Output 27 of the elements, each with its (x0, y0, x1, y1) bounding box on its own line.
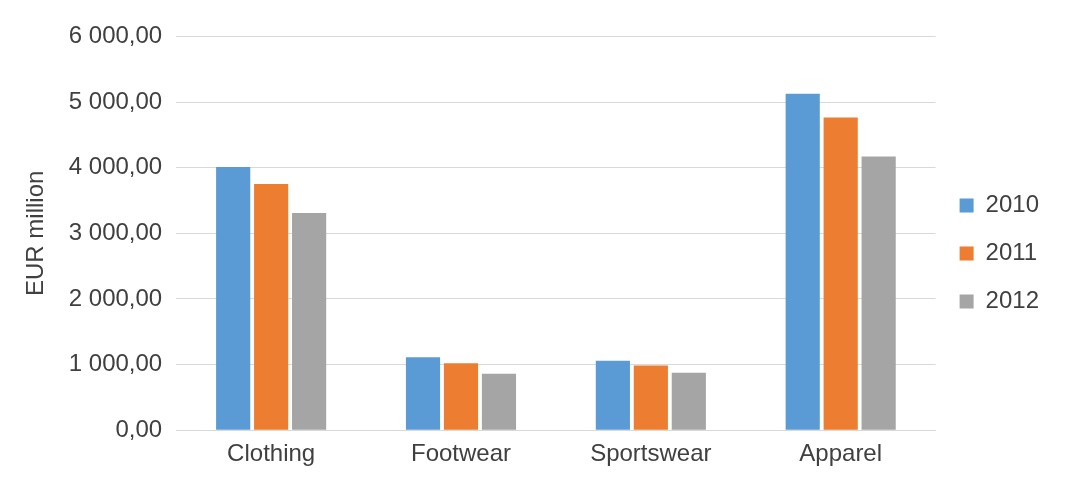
bar (481, 373, 517, 430)
bar (785, 93, 820, 430)
y-tick-label: 0,00 (115, 414, 163, 442)
y-tick-label: 6 000,00 (68, 21, 163, 49)
x-tick-label: Footwear (410, 439, 512, 467)
bar (216, 167, 251, 430)
y-tick-label: 5 000,00 (68, 86, 163, 114)
x-tick-label: Sportswear (590, 439, 712, 467)
x-tick-label: Clothing (227, 439, 316, 467)
y-axis-title: EUR million (21, 170, 49, 296)
bar (633, 365, 668, 430)
legend-label: 2011 (985, 238, 1038, 266)
bar (405, 357, 441, 430)
x-tick-label: Apparel (799, 439, 883, 467)
y-tick-label: 4 000,00 (68, 152, 163, 180)
bar (595, 360, 630, 430)
y-tick-label: 1 000,00 (68, 349, 163, 377)
bar (254, 184, 289, 430)
bar (823, 117, 858, 430)
bar (292, 212, 327, 430)
bar (443, 363, 479, 430)
y-tick-label: 2 000,00 (68, 283, 163, 311)
legend-label: 2010 (985, 190, 1039, 218)
y-tick-label: 3 000,00 (68, 217, 163, 245)
bar (671, 372, 706, 430)
bar (861, 156, 896, 430)
legend-label: 2012 (985, 286, 1039, 314)
